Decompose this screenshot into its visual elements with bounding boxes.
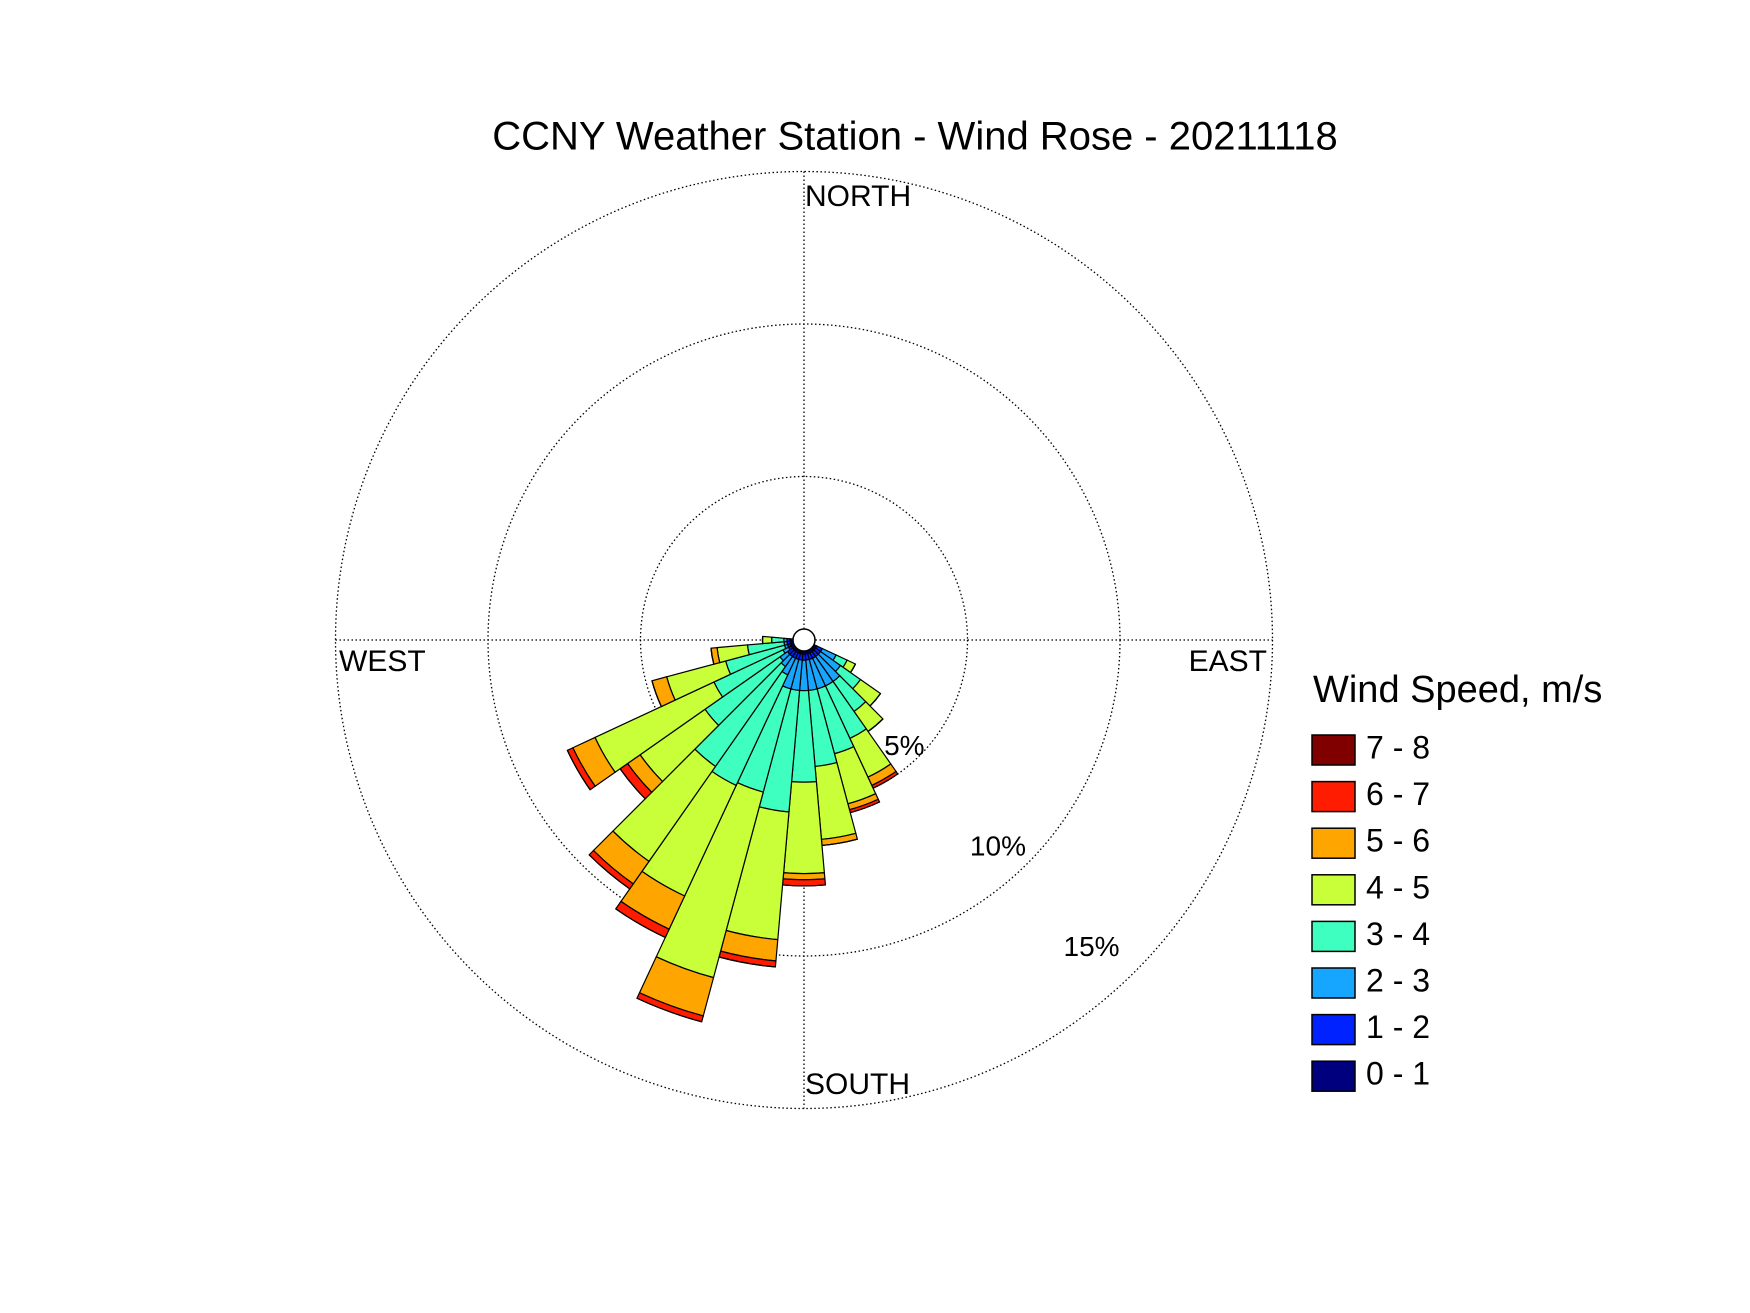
grid-ring: [334, 170, 1274, 1110]
west-label: WEST: [339, 645, 426, 678]
legend-label: 7 - 8: [1366, 729, 1430, 765]
grid-ring: [487, 323, 1121, 957]
grid: [334, 170, 1274, 1110]
legend-swatch: [1311, 734, 1356, 766]
center-hole: [792, 628, 816, 652]
legend-label: 5 - 6: [1366, 823, 1430, 859]
legend-label: 3 - 4: [1366, 916, 1430, 952]
r-tick-label: 15%: [1064, 931, 1120, 962]
bars: [566, 628, 899, 1023]
legend-swatch: [1311, 874, 1356, 906]
labels: NORTH EAST SOUTH WEST 5% 10% 15%: [339, 180, 1267, 1101]
legend-label: 4 - 5: [1366, 869, 1430, 905]
legend-swatch: [1311, 1060, 1356, 1092]
wind-segment: [761, 635, 773, 645]
wind-segment: [615, 908, 666, 938]
legend-swatch: [1311, 920, 1356, 953]
legend-label: 2 - 3: [1366, 962, 1430, 998]
r-tick-label: 5%: [884, 730, 924, 761]
legend-label: 1 - 2: [1366, 1009, 1430, 1045]
south-label: SOUTH: [805, 1068, 910, 1101]
wind-segment: [566, 750, 591, 791]
wind-segment: [588, 854, 631, 890]
legend-swatch: [1311, 780, 1356, 813]
legend-title: Wind Speed, m/s: [1313, 669, 1602, 711]
chart-title: CCNY Weather Station - Wind Rose - 20211…: [492, 115, 1338, 159]
legend-swatch: [1311, 967, 1356, 999]
wind-segment: [782, 872, 826, 881]
legend-label: 6 - 7: [1366, 776, 1430, 812]
r-tick-label: 10%: [970, 830, 1026, 861]
north-label: NORTH: [805, 180, 911, 213]
legend-swatch: [1311, 1013, 1356, 1046]
legend: Wind Speed, m/s 0 - 1 1 - 2 2 - 3 3 - 4 4 - …: [1311, 669, 1602, 1092]
legend-label: 0 - 1: [1366, 1056, 1430, 1092]
east-label: EAST: [1189, 645, 1267, 678]
legend-swatch: [1311, 827, 1356, 859]
wind-segment: [771, 636, 785, 644]
